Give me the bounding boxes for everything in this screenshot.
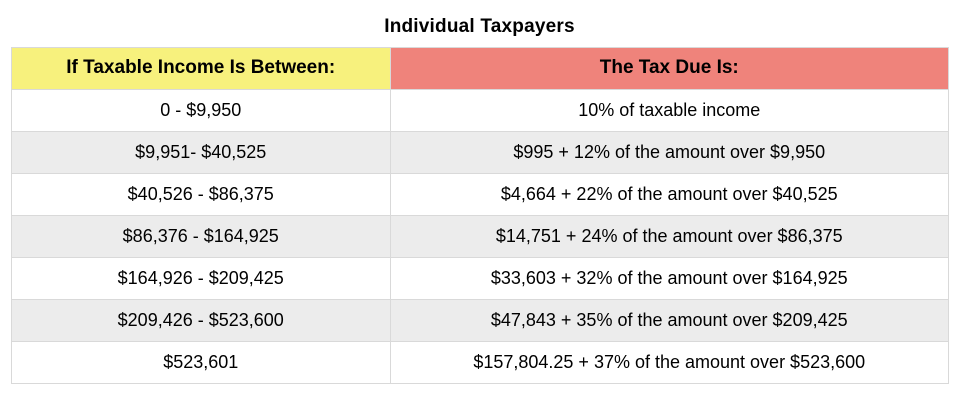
tax-due-cell: $33,603 + 32% of the amount over $164,92…	[389, 257, 949, 300]
income-range-cell: $164,926 - $209,425	[10, 257, 391, 300]
tax-due-cell: 10% of taxable income	[389, 89, 949, 132]
table-row: $40,526 - $86,375 $4,664 + 22% of the am…	[10, 173, 949, 216]
column-header-income-range: If Taxable Income Is Between:	[10, 47, 391, 90]
table-row: $86,376 - $164,925 $14,751 + 24% of the …	[10, 215, 949, 258]
income-range-cell: 0 - $9,950	[10, 89, 391, 132]
tax-due-cell: $157,804.25 + 37% of the amount over $52…	[389, 341, 949, 384]
income-range-cell: $40,526 - $86,375	[10, 173, 391, 216]
table-row: $9,951- $40,525 $995 + 12% of the amount…	[10, 131, 949, 174]
income-range-cell: $86,376 - $164,925	[10, 215, 391, 258]
table-row: $523,601 $157,804.25 + 37% of the amount…	[10, 341, 949, 384]
table-row: 0 - $9,950 10% of taxable income	[10, 89, 949, 132]
table-row: $164,926 - $209,425 $33,603 + 32% of the…	[10, 257, 949, 300]
tax-due-cell: $14,751 + 24% of the amount over $86,375	[389, 215, 949, 258]
table-row: $209,426 - $523,600 $47,843 + 35% of the…	[10, 299, 949, 342]
tax-bracket-table: If Taxable Income Is Between: The Tax Du…	[10, 47, 949, 384]
income-range-cell: $523,601	[10, 341, 391, 384]
tax-due-cell: $995 + 12% of the amount over $9,950	[389, 131, 949, 174]
income-range-cell: $9,951- $40,525	[10, 131, 391, 174]
tax-due-cell: $4,664 + 22% of the amount over $40,525	[389, 173, 949, 216]
table-header-row: If Taxable Income Is Between: The Tax Du…	[10, 47, 949, 90]
page-title: Individual Taxpayers	[384, 16, 575, 37]
column-header-tax-due: The Tax Due Is:	[389, 47, 949, 90]
tax-due-cell: $47,843 + 35% of the amount over $209,42…	[389, 299, 949, 342]
income-range-cell: $209,426 - $523,600	[10, 299, 391, 342]
